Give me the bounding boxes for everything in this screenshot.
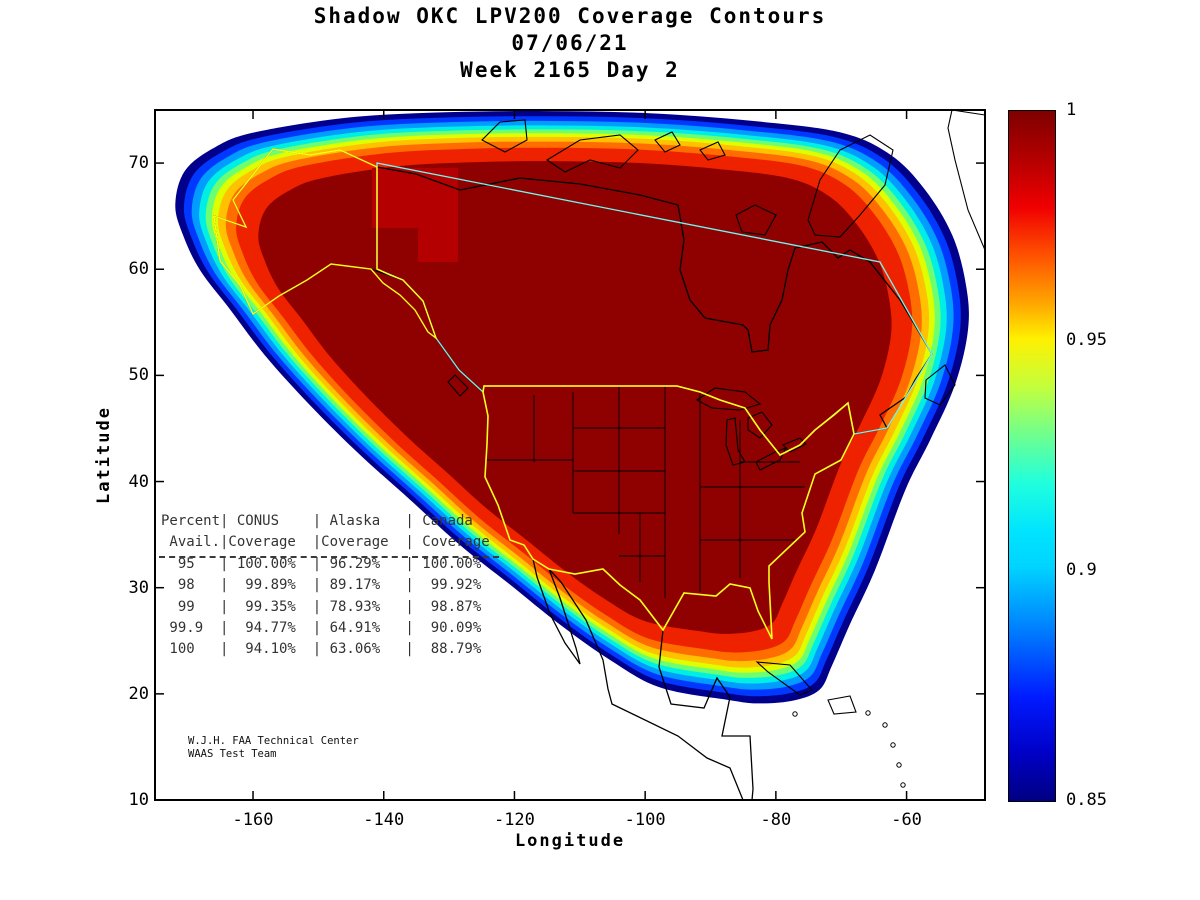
colorbar: [1008, 110, 1056, 802]
coverage-table-line: 98 | 99.89% | 89.17% | 99.92%: [161, 577, 482, 594]
axes-box: [154, 109, 986, 801]
x-tick-label: -120: [493, 810, 535, 830]
chart-title: Shadow OKC LPV200 Coverage Contours 07/0…: [155, 3, 985, 84]
title-line-2: 07/06/21: [511, 31, 629, 55]
y-tick-label: 70: [128, 153, 149, 174]
alaska-region-outline: [213, 148, 438, 340]
coverage-table-line: 100 | 94.10% | 63.06% | 88.79%: [161, 641, 482, 658]
coverage-table-line: 99 | 99.35% | 78.93% | 98.87%: [161, 598, 482, 615]
island-outline: [947, 110, 985, 251]
y-tick-label: 60: [128, 259, 149, 280]
basemap: [213, 110, 985, 800]
y-tick-label: 50: [128, 365, 149, 386]
small-island-dot: [882, 722, 888, 728]
coverage-table-separator: [159, 556, 499, 558]
small-island-dot: [900, 782, 906, 788]
x-tick-label: -140: [363, 810, 405, 830]
title-line-3: Week 2165 Day 2: [460, 58, 680, 82]
coverage-table-line: Percent| CONUS | Alaska | Canada: [161, 513, 473, 529]
island-outline: [735, 204, 777, 236]
credit-text: W.J.H. FAA Technical Center WAAS Test Te…: [188, 735, 359, 761]
great-lake-outline: [695, 387, 762, 411]
x-tick-label: -80: [760, 810, 792, 830]
island-outline: [699, 141, 726, 161]
colorbar-tick-label: 0.9: [1066, 560, 1097, 580]
coverage-table-line: 95 | 100.00% | 96.29% | 100.00%: [161, 555, 482, 572]
island-outline: [481, 119, 528, 153]
island-outline: [545, 134, 639, 173]
small-island-dot: [865, 710, 871, 716]
y-tick-label: 10: [128, 790, 149, 810]
island-outline: [807, 134, 894, 238]
credit-line-1: W.J.H. FAA Technical Center: [188, 735, 359, 747]
island-outline: [827, 695, 857, 715]
great-lake-outline: [747, 411, 773, 439]
colorbar-tick-label: 1: [1066, 100, 1077, 120]
small-island-dot: [896, 762, 902, 768]
colorbar-tick-label: 0.95: [1066, 330, 1107, 350]
x-tick-label: -60: [891, 810, 922, 830]
great-lake-outline: [782, 437, 807, 453]
y-tick-label: 20: [128, 683, 149, 704]
x-axis-label: Longitude: [514, 831, 626, 851]
island-outline: [924, 364, 956, 406]
coverage-table-line: 99.9 | 94.77% | 64.91% | 90.09%: [161, 620, 482, 637]
island-outline: [654, 131, 681, 153]
coverage-table: Percent| CONUS | Alaska | Canada Avail.|…: [161, 511, 490, 661]
title-line-1: Shadow OKC LPV200 Coverage Contours: [313, 4, 827, 28]
x-tick-label: -100: [624, 810, 666, 830]
x-tick-label: -160: [232, 810, 274, 830]
small-island-dot: [792, 711, 798, 717]
colorbar-tick-label: 0.85: [1066, 790, 1107, 810]
credit-line-2: WAAS Test Team: [188, 748, 277, 760]
conus-region-outline: [482, 385, 855, 640]
island-outline: [447, 374, 469, 397]
island-outline: [755, 661, 813, 696]
small-island-dot: [890, 742, 896, 748]
coverage-table-line: Avail.|Coverage |Coverage | Coverage: [161, 534, 490, 551]
y-tick-label: 40: [128, 471, 149, 492]
alaska-availability-patch: [372, 168, 458, 262]
y-tick-label: 30: [128, 577, 149, 598]
